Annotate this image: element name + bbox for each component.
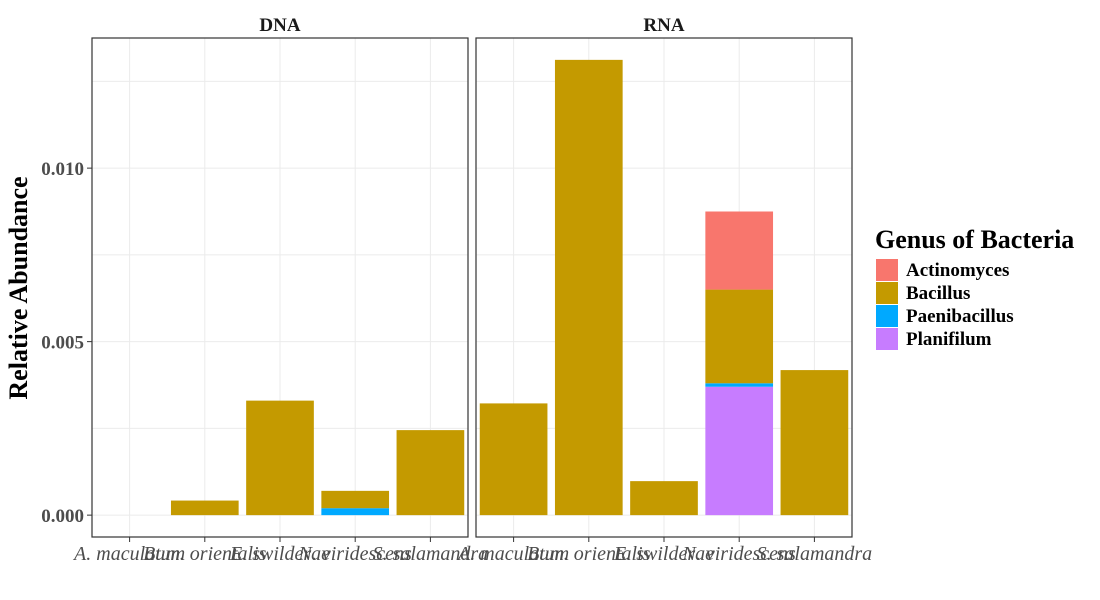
legend-swatch-actinomyces	[876, 259, 898, 281]
bar-dna-paenibacillus-3	[321, 508, 390, 516]
x-tick-label: Bum. orientalis	[527, 543, 651, 565]
y-tick-label: 0.000	[41, 506, 84, 527]
bar-rna-actinomyces-3	[705, 211, 774, 290]
bar-dna-bacillus-4	[396, 430, 465, 516]
x-tick-label: A. maculatum	[456, 543, 569, 565]
x-tick-label: S. salamandra	[373, 543, 489, 565]
legend-swatch-planifilum	[876, 328, 898, 350]
legend-label-bacillus: Bacillus	[906, 283, 970, 304]
x-tick-label: N. viridescens	[298, 543, 413, 565]
bar-rna-bacillus-0	[479, 403, 548, 516]
panel-title: RNA	[643, 15, 684, 36]
legend-label-actinomyces: Actinomyces	[906, 260, 1009, 281]
x-tick-label: E. swilderae	[613, 543, 714, 565]
x-tick-label: S. salamandra	[757, 543, 873, 565]
x-tick-label: Bum. orientalis	[143, 543, 267, 565]
y-tick-label: 0.010	[41, 159, 84, 180]
legend-swatch-paenibacillus	[876, 305, 898, 327]
y-tick-label: 0.005	[41, 333, 84, 354]
legend-title: Genus of Bacteria	[875, 225, 1074, 254]
legend-items: ActinomycesBacillusPaenibacillusPlanifil…	[876, 259, 1014, 350]
panel-border	[91, 37, 469, 538]
legend-swatch-bacillus	[876, 282, 898, 304]
bar-rna-bacillus-1	[554, 59, 623, 516]
bar-dna-bacillus-1	[170, 500, 239, 516]
panel-title: DNA	[259, 15, 300, 36]
panel-border	[475, 37, 853, 538]
y-axis-label: Relative Abundance	[4, 176, 33, 399]
bar-dna-bacillus-2	[246, 400, 314, 516]
y-axis: 0.000 0.005 0.010	[41, 159, 92, 527]
legend: Genus of Bacteria ActinomycesBacillusPae…	[875, 225, 1074, 350]
x-tick-label: N. viridescens	[682, 543, 797, 565]
legend-label-paenibacillus: Paenibacillus	[906, 306, 1014, 327]
bar-rna-planifilum-3	[705, 386, 774, 516]
legend-label-planifilum: Planifilum	[906, 329, 992, 350]
bar-rna-paenibacillus-3	[705, 383, 774, 387]
bar-dna-bacillus-3	[321, 490, 390, 509]
bar-rna-bacillus-4	[780, 370, 849, 516]
bar-rna-bacillus-3	[705, 289, 774, 384]
x-tick-label: E. swilderae	[229, 543, 330, 565]
x-tick-label: A. maculatum	[72, 543, 185, 565]
bar-rna-bacillus-2	[630, 481, 698, 516]
